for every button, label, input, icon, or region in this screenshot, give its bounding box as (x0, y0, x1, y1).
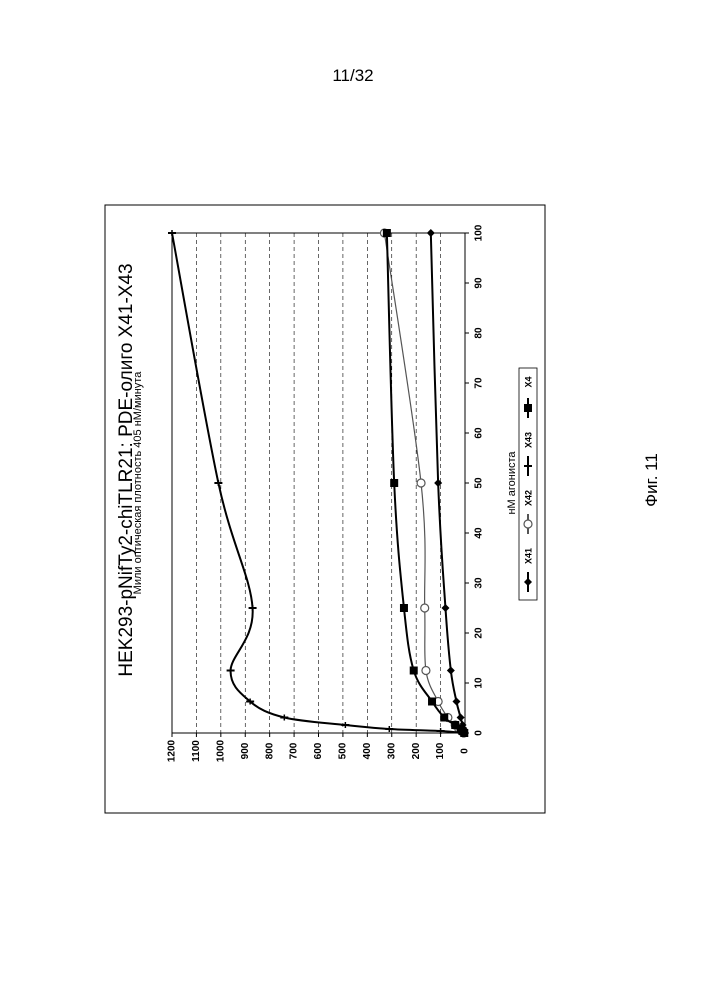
x-tick-label: 30 (474, 577, 485, 589)
data-point (421, 604, 429, 612)
y-tick-label: 0 (460, 748, 471, 754)
x-tick-label: 70 (474, 377, 485, 389)
legend-label: X41 (523, 548, 533, 564)
legend-label: X4 (523, 376, 533, 387)
legend: X41 X42 X43 X4 (519, 368, 537, 600)
y-tick-label: 600 (313, 742, 324, 759)
data-point (390, 479, 398, 487)
x-tick-label: 100 (474, 224, 485, 241)
y-tick-label: 100 (435, 742, 446, 759)
data-point (417, 479, 425, 487)
y-tick-label: 1200 (167, 739, 178, 762)
legend-marker (524, 404, 532, 412)
x-tick-label: 10 (474, 677, 485, 689)
y-tick-label: 500 (338, 742, 349, 759)
y-tick-label: 400 (362, 742, 373, 759)
x-tick-label: 80 (474, 327, 485, 339)
data-point (428, 698, 436, 706)
x-tick-label: 50 (474, 477, 485, 489)
x-tick-label: 40 (474, 527, 485, 539)
y-tick-label: 200 (411, 742, 422, 759)
x-tick-label: 0 (474, 730, 485, 736)
y-tick-label: 900 (240, 742, 251, 759)
x-tick-label: 20 (474, 627, 485, 639)
figure-caption: Фиг. 11 (642, 440, 662, 520)
data-point (451, 721, 459, 729)
x-tick-label: 90 (474, 277, 485, 289)
y-tick-label: 300 (386, 742, 397, 759)
data-point (383, 229, 391, 237)
x-tick-label: 60 (474, 427, 485, 439)
y-tick-label: 1100 (191, 740, 202, 762)
legend-marker (524, 520, 532, 528)
data-point (440, 714, 448, 722)
data-point (422, 667, 430, 675)
legend-label: X43 (523, 432, 533, 448)
legend-label: X42 (523, 490, 533, 506)
x-axis-label: нМ агониста (506, 451, 518, 515)
data-point (410, 667, 418, 675)
y-tick-label: 1000 (215, 739, 226, 762)
chart-frame (105, 205, 545, 813)
chart-title: HEK293-pNifTy2-chiTLR21: PDE-олиго X41-X… (116, 263, 137, 676)
data-point (400, 604, 408, 612)
y-tick-label: 700 (289, 742, 300, 759)
y-tick-label: 800 (264, 742, 275, 759)
